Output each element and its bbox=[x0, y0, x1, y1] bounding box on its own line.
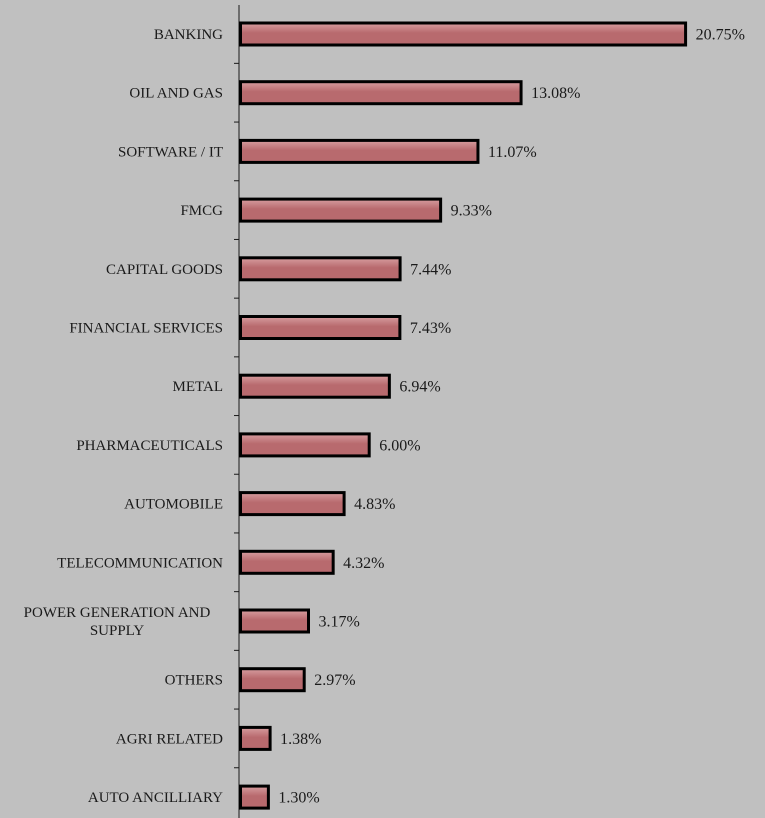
value-label: 2.97% bbox=[314, 672, 355, 689]
category-label: AGRI RELATED bbox=[116, 731, 223, 747]
value-label: 3.17% bbox=[318, 614, 359, 631]
bar-others bbox=[239, 667, 306, 693]
bar-pharmaceuticals bbox=[239, 432, 371, 458]
bar-metal bbox=[239, 373, 391, 399]
category-label: OTHERS bbox=[165, 673, 223, 689]
bars bbox=[239, 21, 688, 810]
category-axis bbox=[234, 5, 240, 818]
bar-agri-related bbox=[239, 725, 272, 751]
bar-oil-and-gas bbox=[239, 80, 523, 106]
bar-auto-ancilliary bbox=[239, 784, 270, 810]
value-label: 13.08% bbox=[531, 85, 580, 102]
bar-financial-services bbox=[239, 315, 402, 340]
bar-automobile bbox=[239, 491, 346, 517]
bar-fmcg bbox=[239, 197, 443, 223]
category-label: FMCG bbox=[180, 203, 223, 219]
value-labels: 20.75% 13.08% 11.07% 9.33% 7.44% 7.43% 6.94% 6.… bbox=[278, 27, 745, 807]
category-label: SOFTWARE / IT bbox=[118, 144, 223, 160]
bar-banking bbox=[239, 21, 688, 47]
category-label: METAL bbox=[173, 379, 223, 395]
value-label: 7.44% bbox=[410, 261, 451, 278]
category-label: AUTOMOBILE bbox=[124, 497, 223, 513]
category-label: POWER GENERATION AND bbox=[24, 605, 211, 621]
category-label: OIL AND GAS bbox=[129, 86, 223, 102]
category-label: BANKING bbox=[154, 27, 223, 43]
value-label: 6.94% bbox=[399, 379, 440, 396]
bar-power-generation-and-supply bbox=[239, 608, 310, 634]
category-label: FINANCIAL SERVICES bbox=[69, 321, 223, 337]
bar-telecommunication bbox=[239, 549, 335, 575]
category-label: PHARMACEUTICALS bbox=[76, 438, 223, 454]
value-label: 11.07% bbox=[488, 144, 537, 161]
value-label: 7.43% bbox=[410, 320, 451, 337]
value-label: 9.33% bbox=[451, 203, 492, 220]
category-label: AUTO ANCILLIARY bbox=[88, 790, 223, 806]
category-label: TELECOMMUNICATION bbox=[57, 555, 223, 571]
bar-capital-goods bbox=[239, 256, 402, 282]
value-label: 1.38% bbox=[280, 731, 321, 748]
value-label: 1.30% bbox=[278, 790, 319, 807]
value-label: 20.75% bbox=[696, 27, 745, 44]
bar-software-it bbox=[239, 138, 480, 164]
value-label: 4.83% bbox=[354, 496, 395, 513]
category-label: SUPPLY bbox=[90, 623, 145, 639]
value-label: 6.00% bbox=[379, 437, 420, 454]
value-label: 4.32% bbox=[343, 555, 384, 572]
category-label: CAPITAL GOODS bbox=[106, 262, 223, 278]
category-labels: BANKING OIL AND GAS SOFTWARE / IT FMCG CAPIT… bbox=[24, 27, 224, 806]
